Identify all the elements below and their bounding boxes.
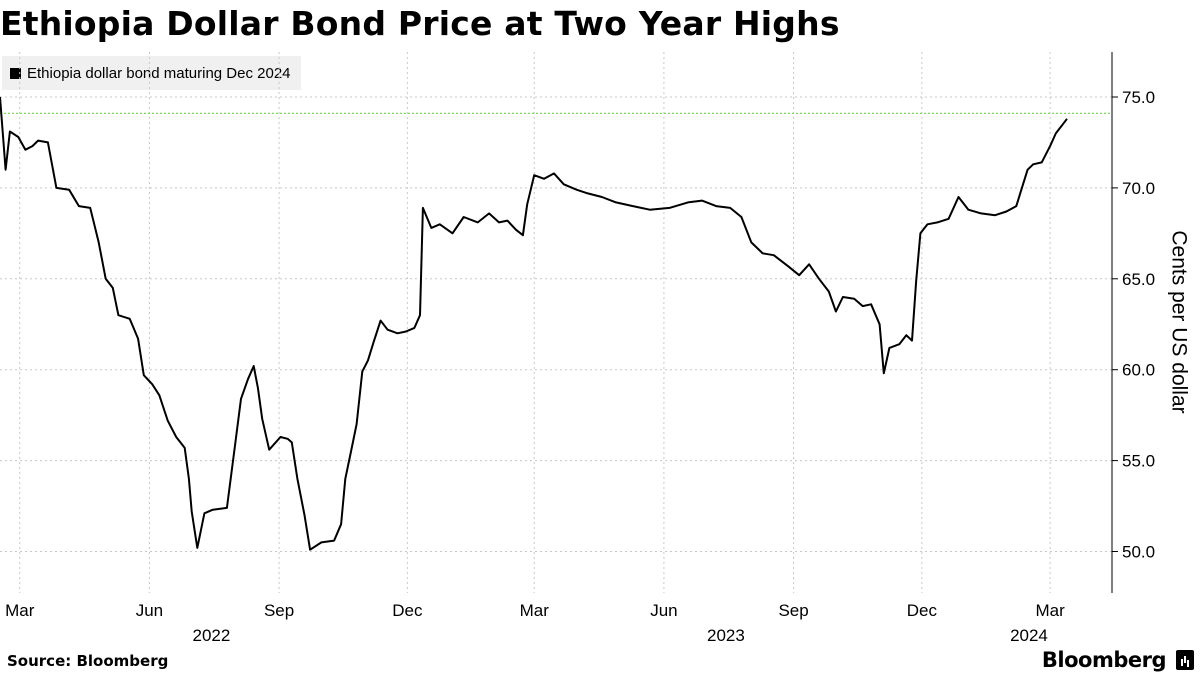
y-tick-label: 50.0 xyxy=(1122,543,1155,562)
bloomberg-logo: Bloomberg xyxy=(1041,648,1167,672)
y-axis-label: Cents per US dollar xyxy=(1167,230,1190,413)
x-tick-label: Mar xyxy=(520,601,550,620)
chart-title: Ethiopia Dollar Bond Price at Two Year H… xyxy=(0,4,840,43)
y-tick-label: 65.0 xyxy=(1122,270,1155,289)
x-year-label: 2022 xyxy=(193,626,231,645)
x-tick-label: Jun xyxy=(650,601,677,620)
x-tick-label: Sep xyxy=(778,601,808,620)
grid xyxy=(0,52,1112,593)
legend-swatch xyxy=(10,67,21,79)
bloomberg-terminal-icon xyxy=(1176,650,1194,670)
axes: 50.0 55.0 60.0 65.0 70.0 75.0 Mar Jun Sep Dec Mar J… xyxy=(5,52,1155,645)
series-line xyxy=(0,96,1068,551)
legend: Ethiopia dollar bond maturing Dec 2024 xyxy=(2,56,301,90)
x-year-label: 2023 xyxy=(707,626,745,645)
x-year-label: 2024 xyxy=(1010,626,1048,645)
x-tick-label: Dec xyxy=(907,601,938,620)
legend-label: Ethiopia dollar bond maturing Dec 2024 xyxy=(27,64,291,82)
source-note: Source: Bloomberg xyxy=(7,652,169,670)
x-tick-label: Dec xyxy=(392,601,423,620)
y-tick-label: 75.0 xyxy=(1122,88,1155,107)
x-tick-label: Mar xyxy=(1035,601,1065,620)
x-tick-label: Mar xyxy=(5,601,35,620)
x-tick-label: Jun xyxy=(136,601,163,620)
y-tick-label: 70.0 xyxy=(1122,179,1155,198)
x-tick-label: Sep xyxy=(264,601,294,620)
y-tick-label: 55.0 xyxy=(1122,452,1155,471)
y-tick-label: 60.0 xyxy=(1122,361,1155,380)
series-layer xyxy=(0,96,1068,551)
